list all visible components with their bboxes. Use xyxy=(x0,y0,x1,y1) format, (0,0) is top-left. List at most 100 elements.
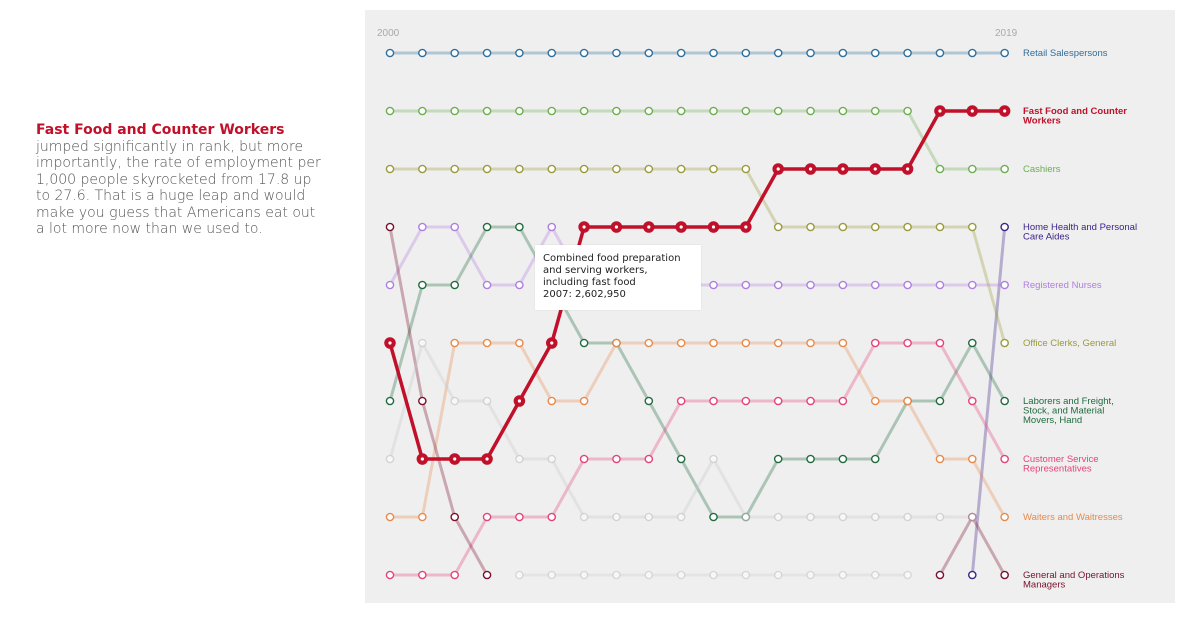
data-point-cashiers-2012[interactable] xyxy=(773,106,783,116)
data-point-laborers-and-freight-stock-and-material-movers-hand-2001[interactable] xyxy=(418,280,427,290)
data-point-unlabeled-9-2014[interactable] xyxy=(838,512,848,522)
data-point-registered-nurses-2011[interactable] xyxy=(741,280,751,290)
data-point-unlabeled-10-2005[interactable] xyxy=(547,570,557,580)
data-point-waiters-and-waitresses-2006[interactable] xyxy=(579,396,589,406)
data-point-customer-service-representatives-2001[interactable] xyxy=(418,570,427,580)
data-point-unlabeled-9-2013[interactable] xyxy=(806,512,815,522)
data-point-customer-service-representatives-2009[interactable] xyxy=(676,396,686,406)
data-point-registered-nurses-2003[interactable] xyxy=(482,280,492,290)
data-point-waiters-and-waitresses-2011[interactable] xyxy=(741,338,751,348)
data-point-general-and-operations-managers-2003[interactable] xyxy=(482,570,492,580)
data-point-cashiers-2017[interactable] xyxy=(935,164,945,174)
data-point-waiters-and-waitresses-2014[interactable] xyxy=(838,338,848,348)
data-point-customer-service-representatives-2005[interactable] xyxy=(547,512,557,522)
data-point-retail-salespersons-2014[interactable] xyxy=(838,48,848,58)
data-point-unlabeled-10-2016[interactable] xyxy=(903,570,912,580)
data-point-laborers-and-freight-stock-and-material-movers-hand-2013[interactable] xyxy=(806,454,815,464)
data-point-waiters-and-waitresses-2001[interactable] xyxy=(418,512,427,522)
data-point-retail-salespersons-2019[interactable] xyxy=(1000,48,1009,58)
data-point-unlabeled-10-2015[interactable] xyxy=(870,570,880,580)
data-point-cashiers-2004[interactable] xyxy=(515,106,524,116)
data-point-cashiers-2013[interactable] xyxy=(806,106,815,116)
data-point-unlabeled-9-2005[interactable] xyxy=(547,454,557,464)
data-point-unlabeled-9-2004[interactable] xyxy=(515,454,524,464)
data-point-customer-service-representatives-2013[interactable] xyxy=(806,396,815,406)
data-point-customer-service-representatives-2015[interactable] xyxy=(870,338,880,348)
data-point-cashiers-2000[interactable] xyxy=(385,106,395,116)
data-point-laborers-and-freight-stock-and-material-movers-hand-2009[interactable] xyxy=(676,454,686,464)
data-point-cashiers-2016[interactable] xyxy=(903,106,912,116)
data-point-laborers-and-freight-stock-and-material-movers-hand-2014[interactable] xyxy=(838,454,848,464)
data-point-unlabeled-9-2007[interactable] xyxy=(612,512,621,522)
data-point-cashiers-2001[interactable] xyxy=(418,106,427,116)
data-point-registered-nurses-2001[interactable] xyxy=(418,222,427,232)
data-point-cashiers-2015[interactable] xyxy=(870,106,880,116)
data-point-retail-salespersons-2002[interactable] xyxy=(450,48,460,58)
data-point-unlabeled-10-2010[interactable] xyxy=(709,570,718,580)
data-point-registered-nurses-2012[interactable] xyxy=(773,280,783,290)
data-point-office-clerks-general-2012[interactable] xyxy=(773,222,783,232)
data-point-unlabeled-9-2017[interactable] xyxy=(935,512,945,522)
data-point-customer-service-representatives-2002[interactable] xyxy=(450,570,460,580)
data-point-unlabeled-10-2013[interactable] xyxy=(806,570,815,580)
data-point-unlabeled-9-2008[interactable] xyxy=(644,512,654,522)
data-point-cashiers-2014[interactable] xyxy=(838,106,848,116)
data-point-customer-service-representatives-2004[interactable] xyxy=(515,512,524,522)
data-point-waiters-and-waitresses-2013[interactable] xyxy=(806,338,815,348)
data-point-cashiers-2008[interactable] xyxy=(644,106,654,116)
data-point-customer-service-representatives-2010[interactable] xyxy=(709,396,718,406)
data-point-cashiers-2019[interactable] xyxy=(1000,164,1009,174)
data-point-waiters-and-waitresses-2019[interactable] xyxy=(1000,512,1009,522)
data-point-registered-nurses-2019[interactable] xyxy=(1000,280,1009,290)
data-point-customer-service-representatives-2018[interactable] xyxy=(968,396,977,406)
data-point-laborers-and-freight-stock-and-material-movers-hand-2008[interactable] xyxy=(644,396,654,406)
data-point-cashiers-2006[interactable] xyxy=(579,106,589,116)
data-point-laborers-and-freight-stock-and-material-movers-hand-2019[interactable] xyxy=(1000,396,1009,406)
data-point-waiters-and-waitresses-2007[interactable] xyxy=(612,338,621,348)
data-point-cashiers-2011[interactable] xyxy=(741,106,751,116)
data-point-waiters-and-waitresses-2015[interactable] xyxy=(870,396,880,406)
data-point-laborers-and-freight-stock-and-material-movers-hand-2004[interactable] xyxy=(515,222,524,232)
data-point-retail-salespersons-2007[interactable] xyxy=(612,48,621,58)
data-point-waiters-and-waitresses-2003[interactable] xyxy=(482,338,492,348)
data-point-cashiers-2010[interactable] xyxy=(709,106,718,116)
data-point-unlabeled-9-2015[interactable] xyxy=(870,512,880,522)
data-point-unlabeled-9-2018[interactable] xyxy=(968,512,977,522)
data-point-office-clerks-general-2016[interactable] xyxy=(903,222,912,232)
data-point-laborers-and-freight-stock-and-material-movers-hand-2015[interactable] xyxy=(870,454,880,464)
data-point-laborers-and-freight-stock-and-material-movers-hand-2002[interactable] xyxy=(450,280,460,290)
data-point-registered-nurses-2002[interactable] xyxy=(450,222,460,232)
data-point-customer-service-representatives-2011[interactable] xyxy=(741,396,751,406)
data-point-home-health-and-personal-care-aides-2019[interactable] xyxy=(1000,222,1009,232)
data-point-registered-nurses-2014[interactable] xyxy=(838,280,848,290)
data-point-waiters-and-waitresses-2000[interactable] xyxy=(385,512,395,522)
data-point-retail-salespersons-2009[interactable] xyxy=(676,48,686,58)
data-point-cashiers-2005[interactable] xyxy=(547,106,557,116)
data-point-cashiers-2009[interactable] xyxy=(676,106,686,116)
data-point-unlabeled-10-2004[interactable] xyxy=(515,570,524,580)
data-point-unlabeled-10-2009[interactable] xyxy=(676,570,686,580)
data-point-unlabeled-10-2007[interactable] xyxy=(612,570,621,580)
data-point-retail-salespersons-2017[interactable] xyxy=(935,48,945,58)
data-point-retail-salespersons-2013[interactable] xyxy=(806,48,815,58)
data-point-cashiers-2018[interactable] xyxy=(968,164,977,174)
data-point-registered-nurses-2016[interactable] xyxy=(903,280,912,290)
data-point-unlabeled-10-2012[interactable] xyxy=(773,570,783,580)
data-point-cashiers-2002[interactable] xyxy=(450,106,460,116)
data-point-retail-salespersons-2015[interactable] xyxy=(870,48,880,58)
data-point-retail-salespersons-2012[interactable] xyxy=(773,48,783,58)
data-point-office-clerks-general-2009[interactable] xyxy=(676,164,686,174)
data-point-unlabeled-9-2016[interactable] xyxy=(903,512,912,522)
data-point-retail-salespersons-2010[interactable] xyxy=(709,48,718,58)
data-point-retail-salespersons-2001[interactable] xyxy=(418,48,427,58)
data-point-unlabeled-9-2009[interactable] xyxy=(676,512,686,522)
data-point-laborers-and-freight-stock-and-material-movers-hand-2017[interactable] xyxy=(935,396,945,406)
data-point-customer-service-representatives-2017[interactable] xyxy=(935,338,945,348)
data-point-unlabeled-9-2010[interactable] xyxy=(709,454,718,464)
data-point-retail-salespersons-2004[interactable] xyxy=(515,48,524,58)
data-point-unlabeled-9-2006[interactable] xyxy=(579,512,589,522)
data-point-retail-salespersons-2016[interactable] xyxy=(903,48,912,58)
data-point-general-and-operations-managers-2017[interactable] xyxy=(935,570,945,580)
data-point-office-clerks-general-2010[interactable] xyxy=(709,164,718,174)
data-point-office-clerks-general-2014[interactable] xyxy=(838,222,848,232)
